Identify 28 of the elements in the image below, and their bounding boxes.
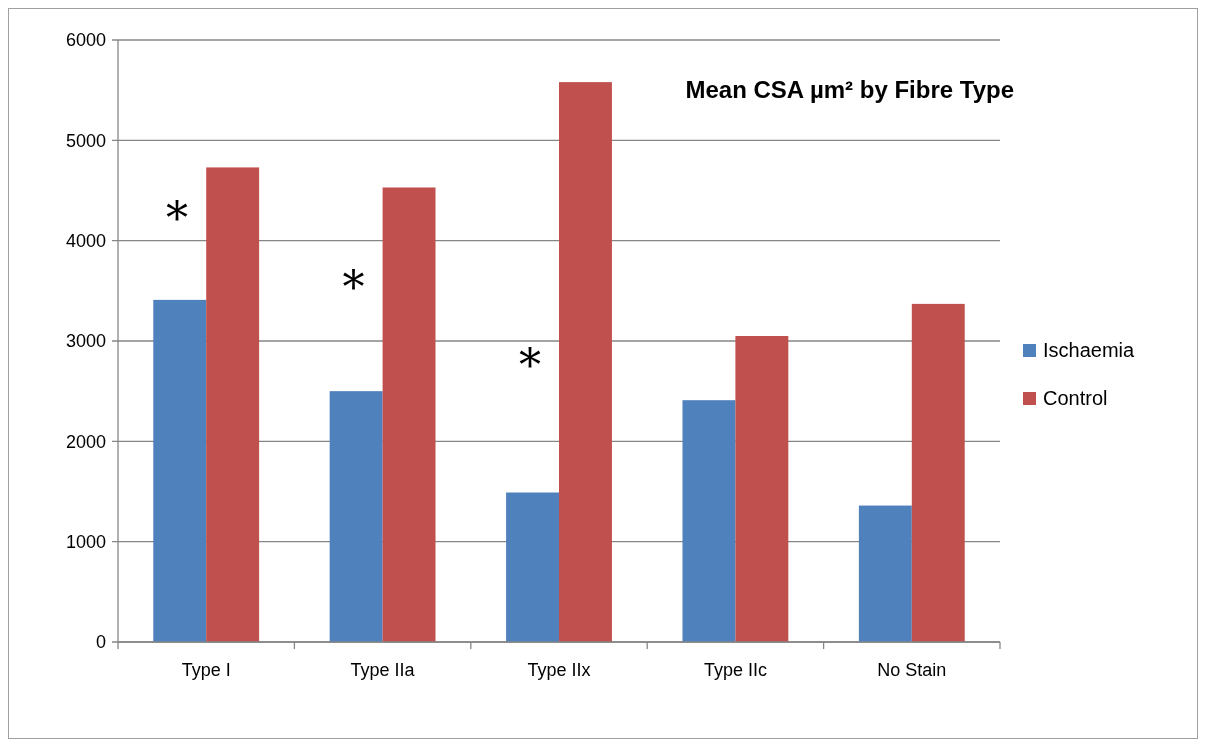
y-tick-label: 2000: [65, 431, 106, 452]
bar: [735, 335, 789, 642]
text: Mean CSA µm² by Fibre Type: [685, 76, 1014, 103]
y-tick-label: 1000: [65, 531, 106, 552]
x-tick-label: Type IIx: [527, 660, 591, 680]
y-tick-label: 6000: [65, 30, 106, 51]
annotation: *: [166, 192, 189, 244]
bar: [559, 82, 612, 642]
bar: [153, 299, 207, 642]
bar: [506, 492, 559, 642]
annotation: *: [518, 340, 541, 392]
legend-label: Control: [1043, 387, 1108, 409]
bar: [206, 167, 260, 642]
annotation: *: [342, 261, 365, 313]
y-tick-label: 5000: [65, 130, 106, 151]
legend-label: Ischaemia: [1043, 339, 1136, 361]
bar: [382, 187, 436, 642]
bar: [911, 303, 965, 642]
bar: [858, 505, 912, 642]
x-tick-label: No Stain: [877, 660, 947, 680]
y-tick-label: 0: [95, 632, 106, 653]
x-tick-label: Type I: [181, 660, 231, 680]
bar: [682, 400, 736, 642]
y-tick-label: 4000: [65, 230, 106, 251]
y-tick-label: 3000: [65, 331, 106, 352]
bar: [329, 391, 383, 642]
x-tick-label: Type IIa: [350, 660, 416, 680]
x-tick-label: Type IIc: [703, 660, 767, 680]
